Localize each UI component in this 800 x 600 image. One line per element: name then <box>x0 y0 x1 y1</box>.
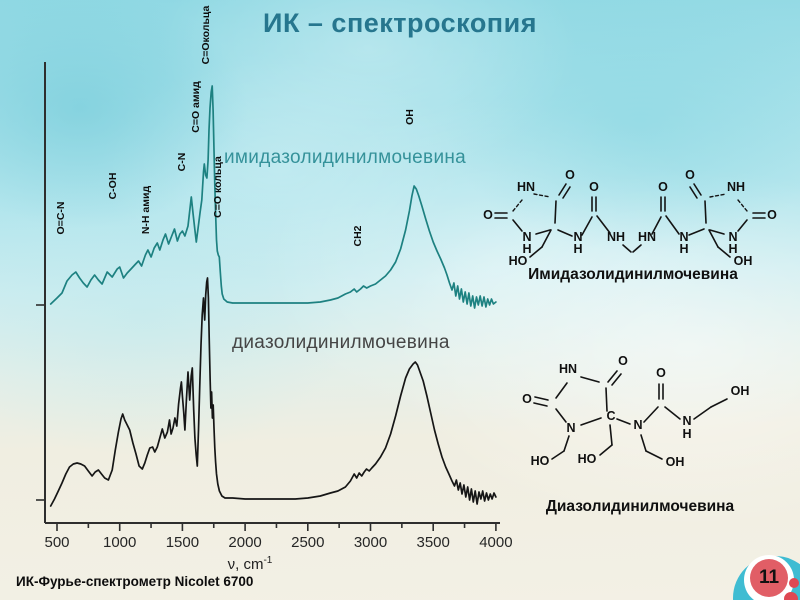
x-axis-label: ν, cm-1 <box>190 555 310 573</box>
atom-label: HO <box>531 454 550 468</box>
atom-label: OH <box>734 254 753 268</box>
peak-label: С=О амид <box>190 81 202 133</box>
peak-annotations: О=С-N С-ОН N-H амид C-N С=О амид С=Окольца С=О… <box>55 5 416 246</box>
atom-label: O <box>618 354 628 368</box>
badge-dot <box>789 578 799 588</box>
x-axis-ticks: 500 1000 1500 2000 2500 3000 3500 4000 <box>44 523 513 551</box>
peak-label: О=С-N <box>55 202 67 235</box>
peak-label: СН2 <box>352 225 364 246</box>
peak-label: С=Окольца <box>200 5 212 64</box>
atom-label: H <box>728 242 737 256</box>
x-tick-label: 4000 <box>479 534 512 551</box>
peak-label: ОН <box>404 109 416 125</box>
atom-label: NH <box>607 230 625 244</box>
atom-label: N <box>682 414 691 428</box>
atom-label: N <box>573 230 582 244</box>
atom-label: H <box>679 242 688 256</box>
atom-label: N <box>566 421 575 435</box>
atom-label: N <box>679 230 688 244</box>
atom-label: O <box>767 208 777 222</box>
x-tick-label: 1000 <box>103 534 136 551</box>
x-tick-label: 3000 <box>354 534 387 551</box>
atom-label: H <box>682 427 691 441</box>
x-tick-label: 2500 <box>291 534 324 551</box>
peak-label: C-N <box>176 153 188 172</box>
bond-lines <box>494 183 766 258</box>
atom-label: N <box>633 418 642 432</box>
atom-label: N <box>728 230 737 244</box>
page-number: 11 <box>758 567 780 588</box>
footer-instrument-caption: ИК-Фурье-спектрометр Nicolet 6700 <box>16 574 254 589</box>
atom-label: O <box>656 366 666 380</box>
atom-label: OH <box>666 455 685 469</box>
atom-label: O <box>522 392 532 406</box>
molecule-caption-diazolidinyl-urea: Диазолидинилмочевина <box>545 498 735 515</box>
atom-label: H <box>573 242 582 256</box>
series-label-diazolidinyl-urea: диазолидинилмочевина <box>232 332 450 353</box>
x-tick-label: 500 <box>44 534 69 551</box>
spectra-curves <box>49 85 497 507</box>
badge-inner-circle: 11 <box>750 559 788 597</box>
atom-label: O <box>658 180 668 194</box>
atom-label: HN <box>559 362 577 376</box>
badge-dot <box>784 592 798 600</box>
atom-label: HN <box>517 180 535 194</box>
x-tick-label: 1500 <box>166 534 199 551</box>
atom-label: H <box>522 242 531 256</box>
atom-label: O <box>589 180 599 194</box>
atom-label: O <box>483 208 493 222</box>
x-axis-label-exponent: -1 <box>263 555 273 566</box>
spectrum-curve-1 <box>49 277 497 507</box>
atom-label: NH <box>727 180 745 194</box>
atom-label: O <box>685 168 695 182</box>
atom-label: C <box>606 409 615 423</box>
x-tick-label: 2000 <box>228 534 261 551</box>
bond-lines <box>533 370 728 460</box>
series-label-imidazolidinyl-urea: имидазолидинилмочевина <box>224 147 467 168</box>
x-tick-label: 3500 <box>417 534 450 551</box>
atom-label: HO <box>509 254 528 268</box>
atom-label: OH <box>731 384 750 398</box>
atom-label: O <box>565 168 575 182</box>
atom-label: N <box>522 230 531 244</box>
peak-label: С-ОН <box>107 173 119 200</box>
peak-label: С=О кольца <box>212 156 224 218</box>
peak-label: N-H амид <box>140 186 152 235</box>
atom-label: HO <box>578 452 597 466</box>
atom-label: HN <box>638 230 656 244</box>
x-axis-label-text: ν, cm <box>227 556 264 573</box>
spectrum-curve-0 <box>49 85 497 309</box>
molecule-caption-imidazolidinyl-urea: Имидазолидинилмочевина <box>528 266 738 283</box>
slide-title: ИК – спектроскопия <box>263 8 537 38</box>
